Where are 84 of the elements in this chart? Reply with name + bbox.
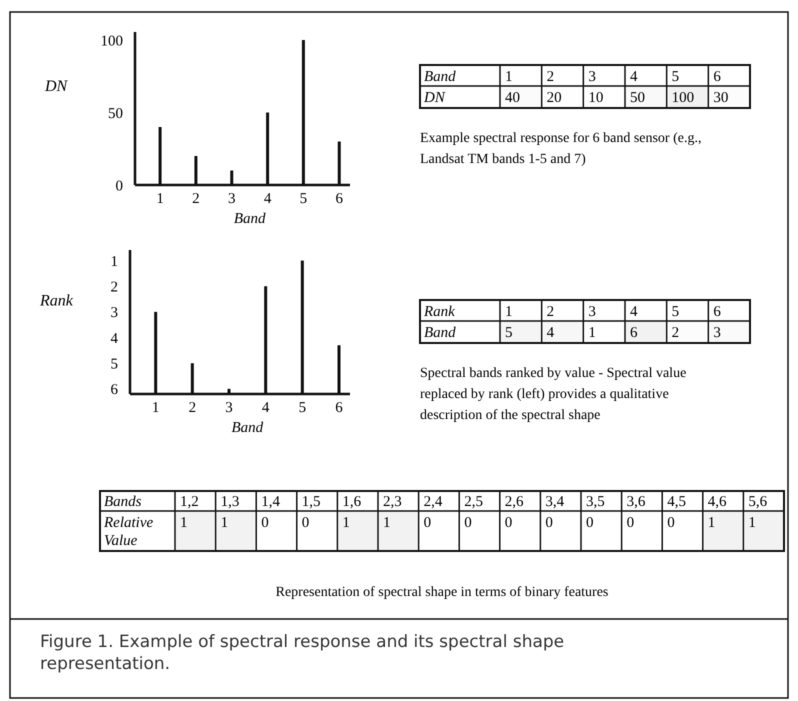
x-tick-label: 5 (672, 304, 680, 320)
y-tick-label: 5 (110, 356, 118, 372)
x-tick-label: 2,3 (383, 494, 402, 510)
x-tick-label: 2 (546, 69, 554, 85)
x-tick-label: 2,4 (424, 494, 443, 510)
x-axis-title: Bands (104, 494, 142, 510)
data-label: 1 (180, 515, 188, 531)
y-tick-label: 2 (110, 279, 118, 296)
caption: Figure 1. Example of spectral response and its spectral shape representation. (40, 632, 564, 674)
y-tick-label: Relative Value (103, 515, 154, 549)
x-tick-label: 2,5 (464, 494, 483, 510)
x-tick-label: 1,2 (180, 494, 199, 510)
data-label: 20 (546, 90, 562, 106)
x-tick-label: 4,5 (667, 494, 686, 510)
data-label: 5 (505, 325, 512, 341)
x-tick-label: 1 (505, 69, 512, 85)
y-tick-label: 4 (110, 330, 118, 347)
data-label: 2 (672, 325, 680, 341)
x-tick-label: 3 (588, 69, 596, 85)
annotation: Spectral bands ranked by value - Spectral value replaced by rank (left) provides a qualitative description of the spectral shape (420, 366, 686, 423)
text: Representation of spectral shape in terms of binary features (276, 585, 608, 600)
x-tick-label: 3 (225, 400, 233, 416)
y-tick-label: 50 (108, 106, 123, 122)
data-label: 1 (342, 515, 350, 531)
data-label: 3 (713, 325, 721, 341)
data-label: 1 (383, 515, 390, 531)
y-axis-title: DN (44, 78, 69, 95)
y-tick-label: 6 (110, 382, 118, 398)
x-tick-label: 3 (228, 191, 236, 207)
x-tick-label: 5 (298, 400, 306, 416)
x-tick-label: 2,6 (504, 494, 524, 510)
data-label: 0 (504, 515, 512, 531)
x-tick-label: 2 (188, 400, 196, 416)
x-tick-label: 2 (192, 191, 200, 207)
data-label: 1 (220, 515, 228, 531)
annotation: Example spectral response for 6 band sensor (e.g., Landsat TM bands 1-5 and 7) (420, 131, 702, 167)
data-label: 30 (713, 90, 728, 106)
y-tick-label: 0 (116, 178, 123, 194)
x-tick-label: 5,6 (748, 494, 768, 510)
x-tick-label: 1,6 (342, 494, 362, 510)
data-label: 0 (626, 515, 634, 531)
x-tick-label: 5 (672, 69, 680, 85)
x-tick-label: 5 (300, 191, 308, 207)
data-label: 10 (588, 90, 604, 106)
x-tick-label: 1 (505, 304, 512, 320)
x-tick-label: 1 (152, 400, 160, 416)
x-tick-label: 3,5 (586, 494, 605, 510)
x-tick-label: 4,6 (708, 494, 728, 510)
x-tick-label: 2 (546, 304, 554, 320)
x-tick-label: 1,3 (220, 494, 240, 510)
x-tick-label: 1,5 (302, 494, 321, 510)
data-label: 40 (505, 90, 520, 106)
x-tick-label: 6 (335, 400, 344, 416)
x-tick-label: 6 (713, 69, 722, 85)
x-tick-label: 6 (713, 304, 722, 320)
data-label: 0 (464, 515, 472, 531)
x-axis-title: Band (234, 211, 266, 227)
data-label: 50 (630, 90, 645, 106)
x-axis-title: Band (231, 420, 264, 436)
data-label: 1 (588, 325, 596, 341)
x-tick-label: 4 (630, 69, 638, 85)
data-label: 1 (748, 515, 756, 531)
y-tick-label: 1 (110, 254, 118, 270)
data-label: 6 (630, 325, 638, 341)
data-label: 0 (261, 515, 269, 531)
x-tick-label: 3,4 (545, 494, 565, 510)
data-label: 1 (708, 515, 716, 531)
x-tick-label: 4 (630, 304, 638, 320)
x-tick-label: 4 (264, 191, 272, 207)
y-axis-title: Rank (39, 292, 74, 310)
x-tick-label: 6 (336, 191, 344, 207)
x-tick-label: 4 (262, 400, 270, 416)
data-label: 4 (546, 325, 555, 341)
data-label: 0 (667, 515, 675, 531)
data-label: 0 (302, 515, 310, 531)
x-tick-label: 1 (156, 191, 164, 207)
data-label: 0 (545, 515, 553, 531)
data-label: 0 (586, 515, 594, 531)
x-axis-title: Rank (423, 304, 456, 320)
x-tick-label: 1,4 (261, 494, 280, 510)
data-label: 100 (672, 90, 694, 106)
y-tick-label: 100 (100, 33, 123, 50)
x-tick-label: 3,6 (626, 494, 646, 510)
x-tick-label: 3 (588, 304, 596, 320)
